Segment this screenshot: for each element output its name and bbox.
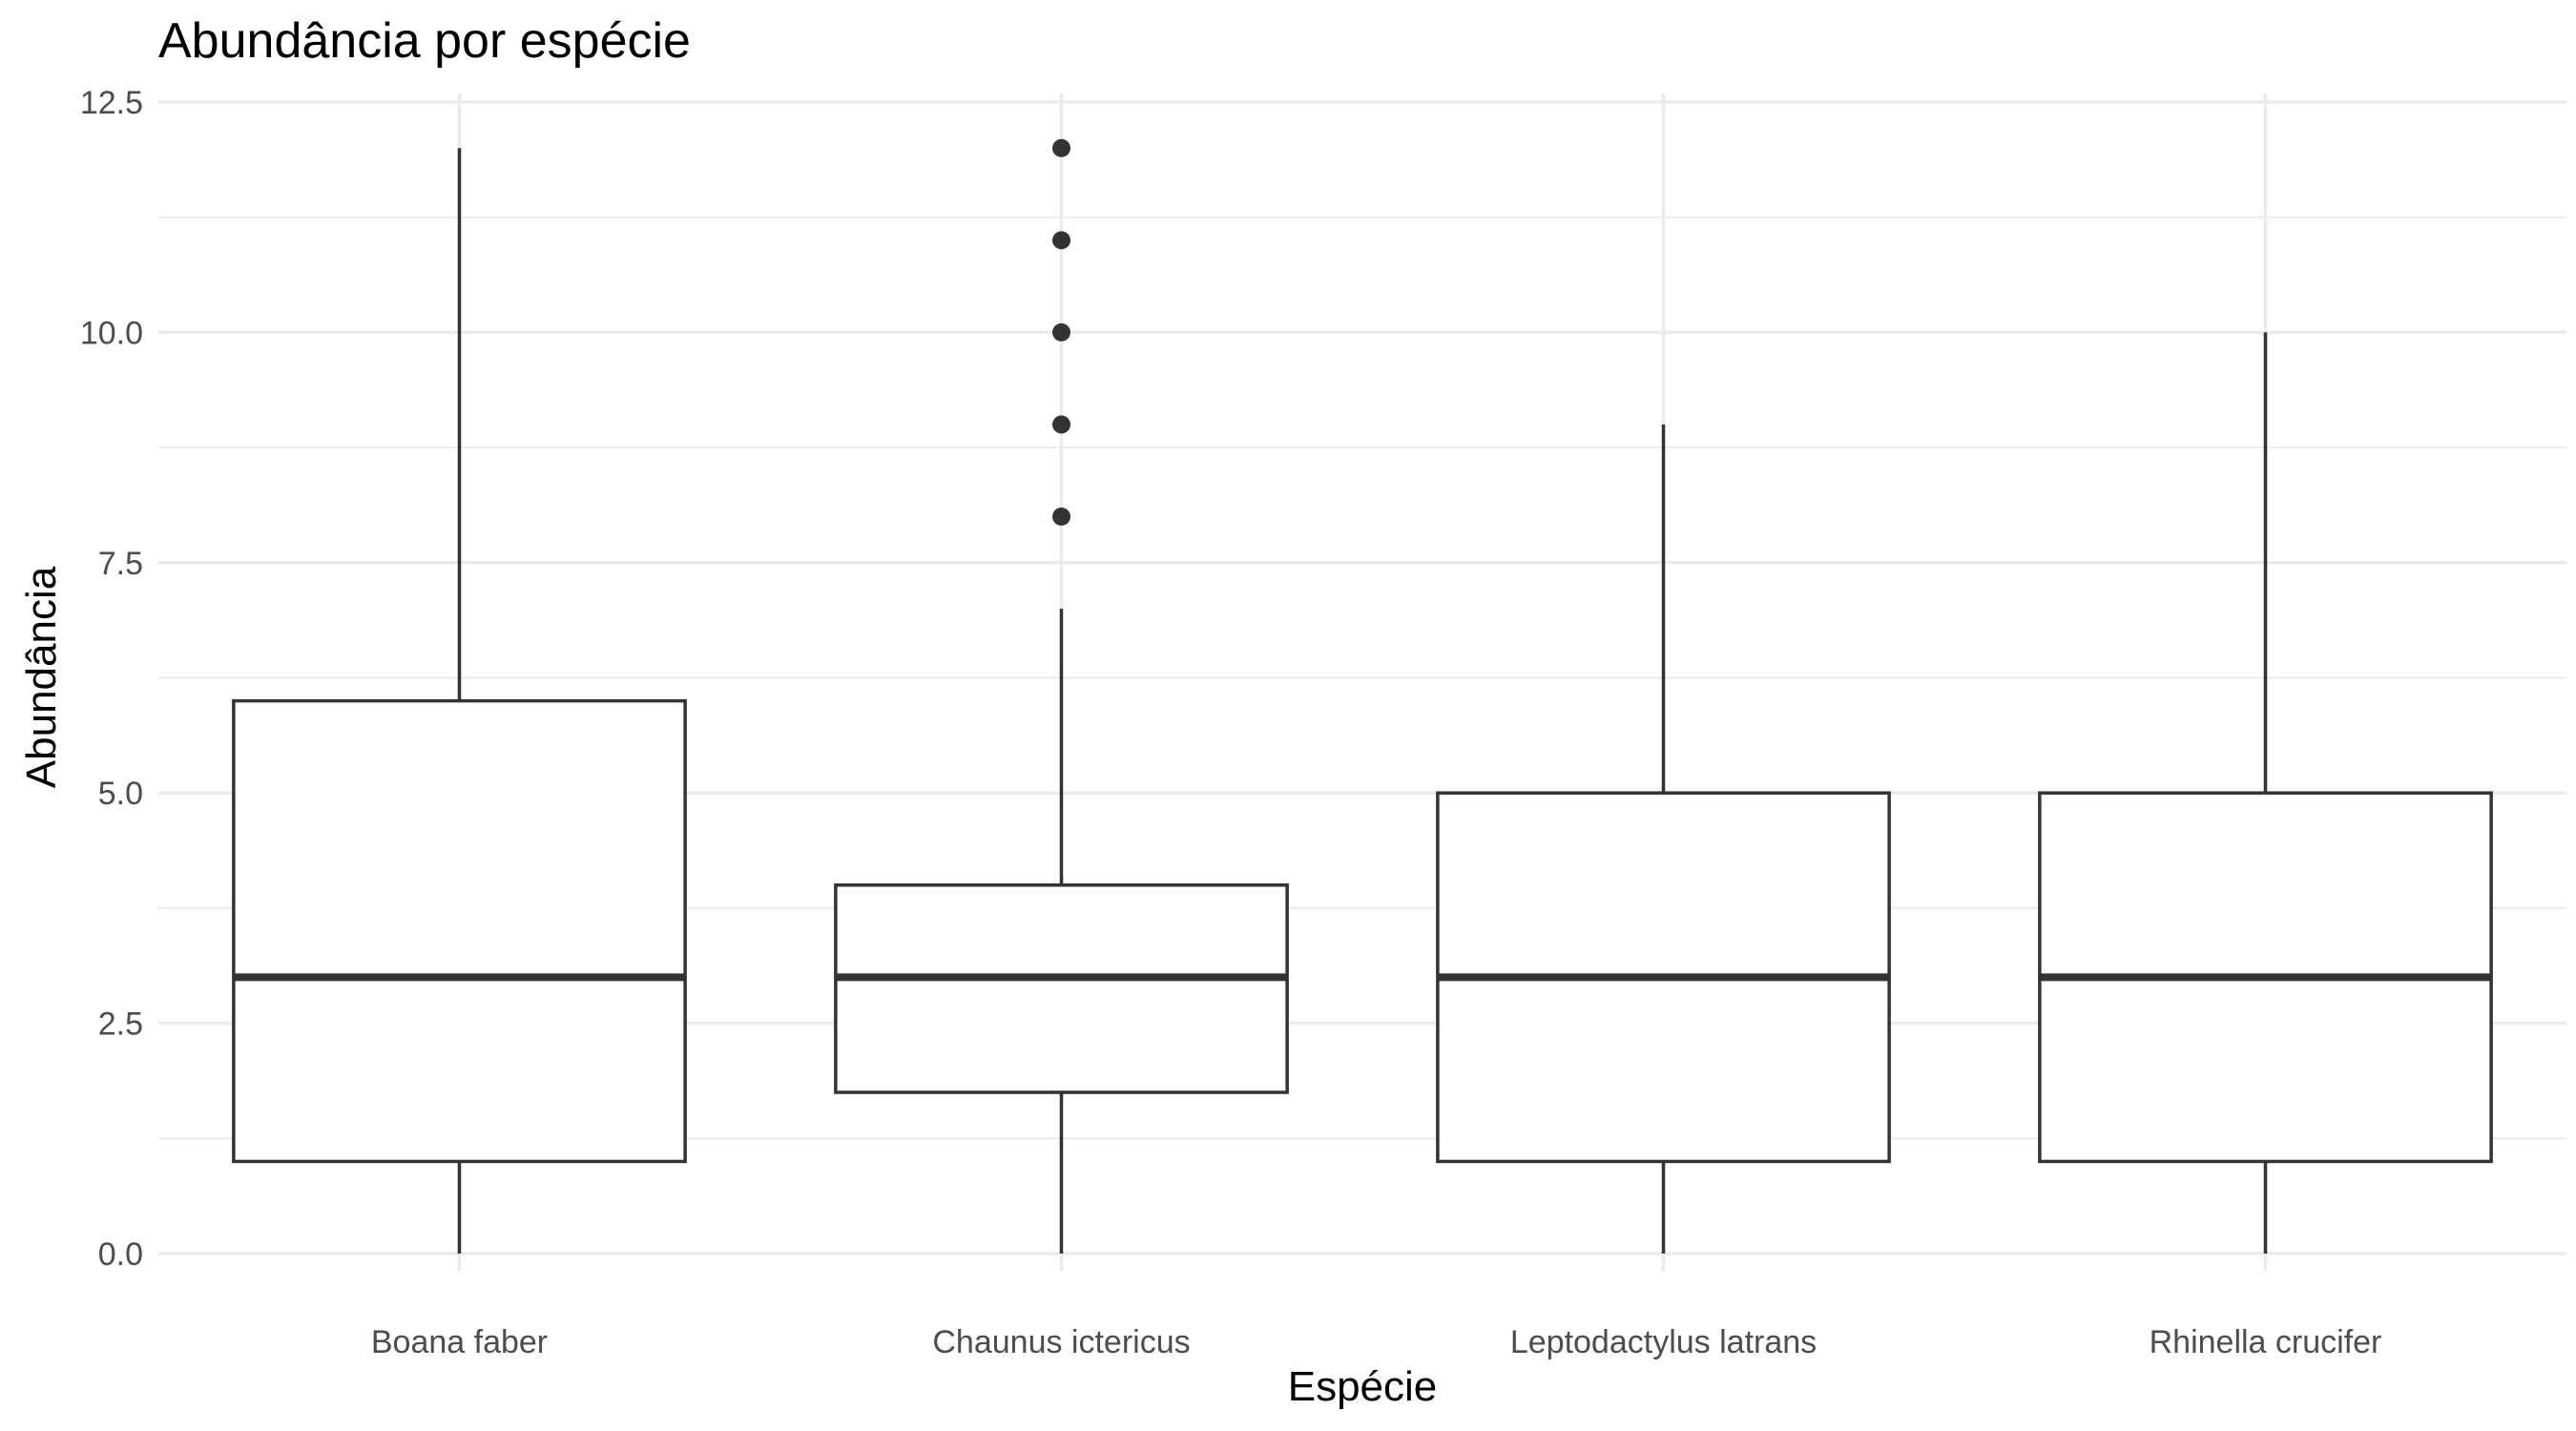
y-tick-label: 2.5 (98, 1006, 143, 1043)
box-group (834, 138, 1289, 1254)
y-tick-label: 10.0 (80, 315, 143, 351)
box-group (232, 148, 687, 1254)
x-tick-label: Leptodactylus latrans (1510, 1324, 1817, 1360)
x-tick-label: Rhinella crucifer (2150, 1324, 2382, 1360)
x-tick-labels: Boana faber Chaunus ictericus Leptodactylu… (371, 1324, 2382, 1360)
x-tick-label: Boana faber (371, 1324, 548, 1360)
y-axis-title: Abundância (18, 566, 65, 788)
y-tick-label: 0.0 (98, 1236, 143, 1273)
y-tick-labels: 0.0 2.5 5.0 7.5 10.0 12.5 (80, 85, 143, 1273)
y-tick-label: 12.5 (80, 85, 143, 121)
y-tick-label: 7.5 (98, 546, 143, 582)
x-tick-label: Chaunus ictericus (932, 1324, 1190, 1360)
outlier-point (1052, 231, 1070, 250)
x-axis-title: Espécie (1288, 1363, 1438, 1410)
box-body (834, 883, 1289, 1094)
outlier-point (1052, 322, 1070, 342)
outlier-point (1052, 508, 1070, 527)
y-tick-label: 5.0 (98, 776, 143, 812)
box-group (1436, 424, 1891, 1254)
outlier-point (1052, 138, 1070, 157)
outlier-point (1052, 415, 1070, 434)
chart-title: Abundância por espécie (158, 13, 691, 69)
box-layer (232, 138, 2493, 1254)
box-body (232, 698, 687, 1164)
box-group (2038, 332, 2493, 1254)
